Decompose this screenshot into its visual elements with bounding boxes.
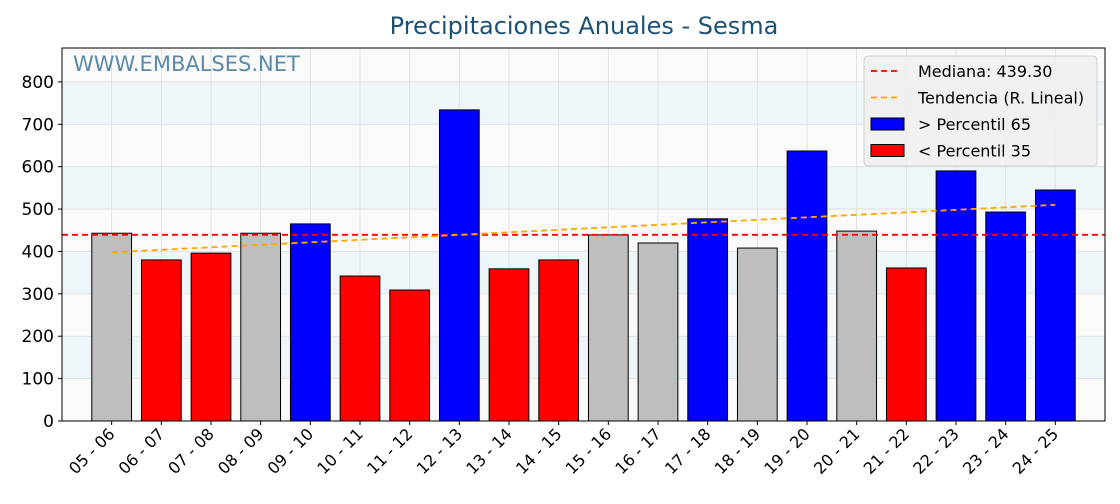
bar-11-12 [389,289,431,422]
x-tick-label: 14 - 15 [512,424,566,478]
bar-17-18 [687,218,729,422]
x-tick-label: 11 - 12 [363,424,417,478]
x-tick-label: 23 - 24 [959,424,1013,478]
legend-label: < Percentil 35 [918,142,1031,161]
x-tick-label: 15 - 16 [562,424,616,478]
x-tick-label: 08 - 09 [214,424,268,478]
x-tick-label: 24 - 25 [1009,424,1063,478]
legend-label: Tendencia (R. Lineal) [917,89,1084,108]
legend-marker [870,144,905,157]
x-tick-label: 13 - 14 [462,424,516,478]
y-tick-label: 200 [22,327,54,347]
bar-18-19 [736,247,778,422]
bar-22-23 [935,170,977,422]
x-tick-label: 05 - 06 [65,424,119,478]
bar-09-10 [289,223,331,422]
bar-16-17 [637,242,679,422]
y-tick-label: 600 [22,158,54,178]
bar-23-24 [985,211,1027,422]
background-band [62,166,1105,210]
x-tick-label: 07 - 08 [164,424,218,478]
legend-label: > Percentil 65 [918,115,1031,134]
x-tick-label: 16 - 17 [611,424,665,478]
bar-06-07 [140,259,182,422]
bar-08-09 [240,232,282,422]
bar-20-21 [836,230,878,422]
bar-19-20 [786,150,828,422]
x-tick-label: 20 - 21 [810,424,864,478]
bar-24-25 [1034,189,1076,422]
x-tick-label: 12 - 13 [413,424,467,478]
trend-line [111,203,1056,254]
bar-13-14 [488,268,530,422]
x-tick-label: 19 - 20 [760,424,814,478]
bar-21-22 [885,267,927,422]
y-tick-label: 500 [22,200,54,220]
y-tick-label: 700 [22,115,54,135]
y-tick-label: 300 [22,285,54,305]
y-tick-label: 800 [22,73,54,93]
x-tick-label: 10 - 11 [313,424,367,478]
x-tick-label: 18 - 19 [711,424,765,478]
x-tick-label: 17 - 18 [661,424,715,478]
background-band [62,251,1105,294]
bar-14-15 [538,259,580,422]
bar-05-06 [91,232,133,422]
background-band [62,336,1105,379]
plot-frame [61,47,1106,422]
watermark: WWW.EMBALSES.NET [73,52,300,76]
y-tick-label: 100 [22,370,54,390]
x-tick-label: 22 - 23 [909,424,963,478]
y-tick-label: 0 [43,412,54,432]
legend-marker [870,117,905,131]
x-tick-label: 09 - 10 [264,424,318,478]
bar-15-16 [587,234,629,422]
bar-07-08 [190,252,232,422]
bar-12-13 [438,109,480,422]
x-tick-label: 21 - 22 [860,424,914,478]
legend-box [863,55,1098,167]
y-tick-label: 400 [22,242,54,262]
x-tick-label: 06 - 07 [115,424,169,478]
bar-10-11 [339,275,381,422]
legend-label: Mediana: 439.30 [918,62,1052,81]
chart-title: Precipitaciones Anuales - Sesma [390,12,779,40]
